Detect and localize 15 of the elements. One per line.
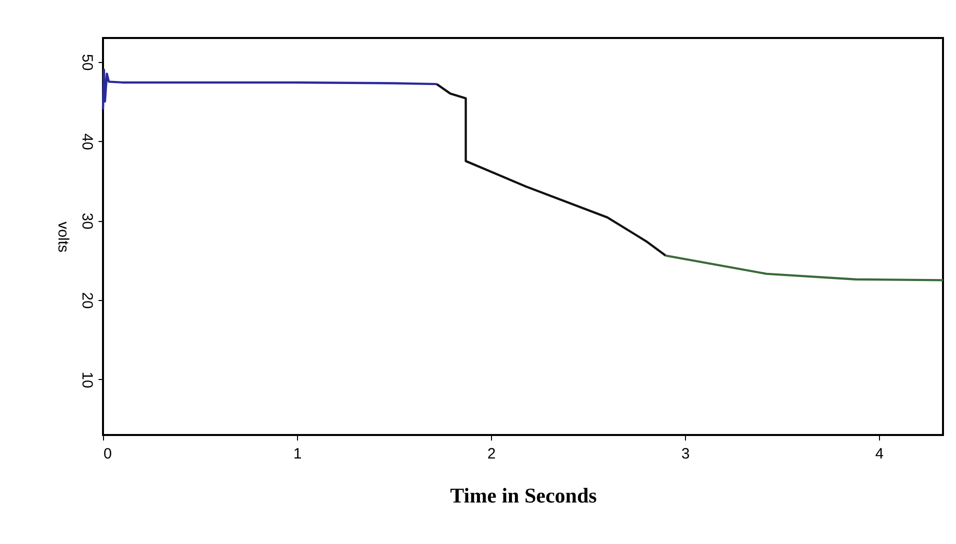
x-tick-label: 1	[293, 446, 302, 462]
y-tick-label: 10	[78, 372, 96, 388]
y-axis-title: volts	[54, 222, 72, 252]
y-tick-label: 20	[78, 292, 96, 309]
x-axis-title: Time in Seconds	[450, 484, 597, 508]
x-tick-label: 0	[104, 446, 112, 462]
y-tick-label: 30	[78, 212, 96, 230]
y-tick-label: 40	[78, 133, 96, 150]
y-tick-label: 50	[78, 54, 96, 71]
line-series	[664, 254, 944, 282]
x-tick-label: 2	[487, 446, 496, 462]
x-tick-label: 4	[875, 446, 884, 462]
x-tick-label: 3	[681, 446, 690, 462]
line-series	[436, 82, 667, 257]
line-series	[102, 68, 438, 111]
